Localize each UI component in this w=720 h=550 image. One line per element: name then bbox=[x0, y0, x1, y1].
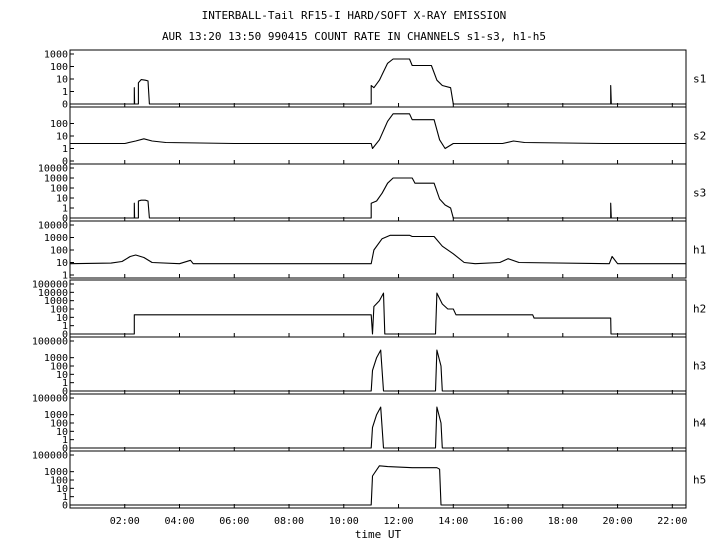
series-line-s1 bbox=[70, 58, 686, 105]
y-tick-label-s1-4: 0 bbox=[62, 100, 68, 111]
x-tick-label-1: 04:00 bbox=[164, 516, 194, 527]
y-tick-label-h2-1: 10000 bbox=[38, 288, 68, 299]
panel-label-s2: s2 bbox=[693, 130, 706, 143]
x-tick-label-5: 12:00 bbox=[383, 516, 413, 527]
series-line-s3 bbox=[70, 177, 686, 219]
y-tick-label-h2-3: 100 bbox=[50, 305, 68, 316]
x-tick-label-8: 18:00 bbox=[548, 516, 578, 527]
panel-label-s3: s3 bbox=[693, 187, 706, 200]
y-tick-label-h5-1: 1000 bbox=[44, 467, 68, 478]
y-tick-label-h3-5: 0 bbox=[62, 387, 68, 398]
y-tick-label-h1-1: 1000 bbox=[44, 233, 68, 244]
y-tick-label-s1-1: 100 bbox=[50, 62, 68, 73]
y-tick-label-h2-2: 1000 bbox=[44, 296, 68, 307]
y-tick-label-s3-0: 10000 bbox=[38, 164, 68, 175]
y-tick-label-h4-1: 1000 bbox=[44, 410, 68, 421]
chart-title: INTERBALL-Tail RF15-I HARD/SOFT X-RAY EM… bbox=[202, 9, 507, 22]
panel-frame-h5 bbox=[69, 450, 687, 509]
x-axis-ticks: 02:00 04:00 06:00 08:00 10:00 12:00 14:00 16:00… bbox=[110, 516, 688, 527]
series-line-h1 bbox=[69, 234, 686, 265]
panel-frame-h2 bbox=[69, 279, 687, 338]
x-tick-label-7: 16:00 bbox=[493, 516, 523, 527]
series-line-h5 bbox=[70, 465, 686, 506]
y-tick-label-h2-4: 10 bbox=[56, 313, 68, 324]
series-line-h2 bbox=[70, 292, 686, 335]
y-tick-label-s1-3: 1 bbox=[62, 87, 68, 98]
y-tick-label-h4-4: 1 bbox=[62, 435, 68, 446]
chart-subtitle: AUR 13:20 13:50 990415 COUNT RATE IN CHA… bbox=[162, 30, 546, 43]
panel-frame-h4 bbox=[69, 393, 687, 452]
y-tick-label-s2-2: 1 bbox=[62, 144, 68, 155]
series-line-s2 bbox=[70, 113, 686, 150]
y-tick-label-h3-0: 100000 bbox=[32, 337, 68, 348]
panel-frame-s2 bbox=[69, 106, 687, 165]
x-tick-label-9: 20:00 bbox=[603, 516, 633, 527]
x-tick-label-6: 14:00 bbox=[438, 516, 468, 527]
x-tick-label-3: 08:00 bbox=[274, 516, 304, 527]
y-tick-label-h4-2: 100 bbox=[50, 419, 68, 430]
y-tick-label-h4-3: 10 bbox=[56, 427, 68, 438]
y-tick-label-s3-5: 0 bbox=[62, 214, 68, 225]
panel-frame-s1 bbox=[69, 49, 687, 108]
y-tick-label-h3-2: 100 bbox=[50, 362, 68, 373]
x-tick-label-2: 06:00 bbox=[219, 516, 249, 527]
y-tick-label-h1-3: 10 bbox=[56, 258, 68, 269]
y-tick-label-s1-2: 10 bbox=[56, 75, 68, 86]
y-tick-label-s2-0: 100 bbox=[50, 119, 68, 130]
y-tick-label-h1-0: 10000 bbox=[38, 221, 68, 232]
panel-frame-h1 bbox=[69, 220, 687, 279]
y-tick-label-h4-5: 0 bbox=[62, 444, 68, 455]
x-tick-label-10: 22:00 bbox=[657, 516, 687, 527]
panel-label-h1: h1 bbox=[693, 244, 706, 257]
y-tick-label-h3-3: 10 bbox=[56, 370, 68, 381]
y-tick-label-h2-5: 1 bbox=[62, 321, 68, 332]
y-tick-label-h1-2: 100 bbox=[50, 246, 68, 257]
panel-frame-h3 bbox=[69, 336, 687, 395]
panel-frame-s3 bbox=[69, 163, 687, 222]
y-tick-label-h4-0: 100000 bbox=[32, 394, 68, 405]
series-line-h4 bbox=[70, 406, 686, 449]
y-tick-label-h3-4: 1 bbox=[62, 378, 68, 389]
panel-label-h2: h2 bbox=[693, 303, 706, 316]
x-tick-label-0: 02:00 bbox=[110, 516, 140, 527]
y-tick-label-h3-1: 1000 bbox=[44, 353, 68, 364]
y-tick-label-h1-4: 1 bbox=[62, 271, 68, 282]
y-tick-label-h5-5: 0 bbox=[62, 501, 68, 512]
y-tick-label-h5-3: 10 bbox=[56, 484, 68, 495]
panel-label-s1: s1 bbox=[693, 73, 706, 86]
y-tick-label-s2-1: 10 bbox=[56, 132, 68, 143]
panel-label-h3: h3 bbox=[693, 360, 706, 373]
y-tick-label-h5-4: 1 bbox=[62, 492, 68, 503]
y-tick-label-s3-1: 1000 bbox=[44, 174, 68, 185]
y-tick-label-s2-3: 0 bbox=[62, 157, 68, 168]
y-tick-label-h2-6: 0 bbox=[62, 330, 68, 341]
y-tick-label-h5-2: 100 bbox=[50, 476, 68, 487]
x-tick-label-4: 10:00 bbox=[329, 516, 359, 527]
x-axis-label: time UT bbox=[355, 528, 402, 541]
panel-label-h4: h4 bbox=[693, 417, 707, 430]
y-tick-label-h5-0: 100000 bbox=[32, 451, 68, 462]
y-tick-label-h2-0: 100000 bbox=[32, 280, 68, 291]
panels-group: 10001001010s11001010s21000010001001010s3… bbox=[32, 49, 707, 512]
y-tick-label-s3-4: 1 bbox=[62, 204, 68, 215]
y-tick-label-s3-3: 10 bbox=[56, 194, 68, 205]
panel-label-h5: h5 bbox=[693, 474, 706, 487]
y-tick-label-s1-0: 1000 bbox=[44, 50, 68, 61]
y-tick-label-s3-2: 100 bbox=[50, 184, 68, 195]
series-line-h3 bbox=[70, 349, 686, 392]
